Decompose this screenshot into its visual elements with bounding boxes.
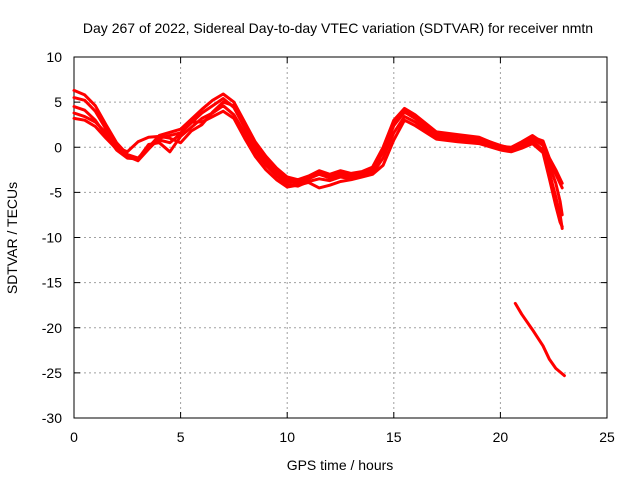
x-tick-label: 15 <box>386 429 402 445</box>
series-group <box>72 88 566 378</box>
y-tick-label: -5 <box>50 184 63 200</box>
grid <box>74 57 607 418</box>
series-line-track-d <box>72 109 564 229</box>
y-tick-label: 5 <box>54 94 62 110</box>
y-tick-label: -30 <box>42 410 62 426</box>
series-line-track-f <box>513 301 566 378</box>
x-tick-label: 20 <box>493 429 509 445</box>
x-tick-label: 0 <box>70 429 78 445</box>
y-axis-title: SDTVAR / TECUs <box>4 182 20 294</box>
y-tick-label: -25 <box>42 365 62 381</box>
y-tick-label: -15 <box>42 275 62 291</box>
series-line-track-e <box>72 100 564 185</box>
y-tick-label: 0 <box>54 139 62 155</box>
x-tick-label: 25 <box>599 429 615 445</box>
y-tick-label: -20 <box>42 320 62 336</box>
series-line-track-b <box>72 96 564 217</box>
x-tick-label: 5 <box>177 429 185 445</box>
y-tick-label: 10 <box>46 49 62 65</box>
y-tick-label: -10 <box>42 230 62 246</box>
x-tick-label: 10 <box>279 429 295 445</box>
chart-title: Day 267 of 2022, Sidereal Day-to-day VTE… <box>83 20 593 36</box>
x-axis-title: GPS time / hours <box>287 457 394 473</box>
series-line-track-c <box>72 104 564 230</box>
x-tick-labels: 0 5 10 15 20 25 <box>70 429 615 445</box>
y-tick-labels: -30 -25 -20 -15 -10 -5 0 5 10 <box>42 49 62 426</box>
tick-marks <box>73 56 608 419</box>
